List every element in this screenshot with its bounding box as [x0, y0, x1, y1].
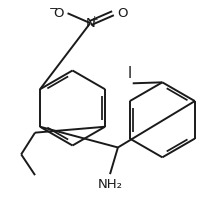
Text: I: I: [128, 66, 132, 81]
Text: O: O: [53, 7, 64, 20]
Text: N: N: [85, 17, 95, 30]
Text: NH₂: NH₂: [97, 178, 122, 191]
Text: +: +: [91, 15, 98, 24]
Text: O: O: [117, 7, 127, 20]
Text: −: −: [49, 4, 58, 14]
